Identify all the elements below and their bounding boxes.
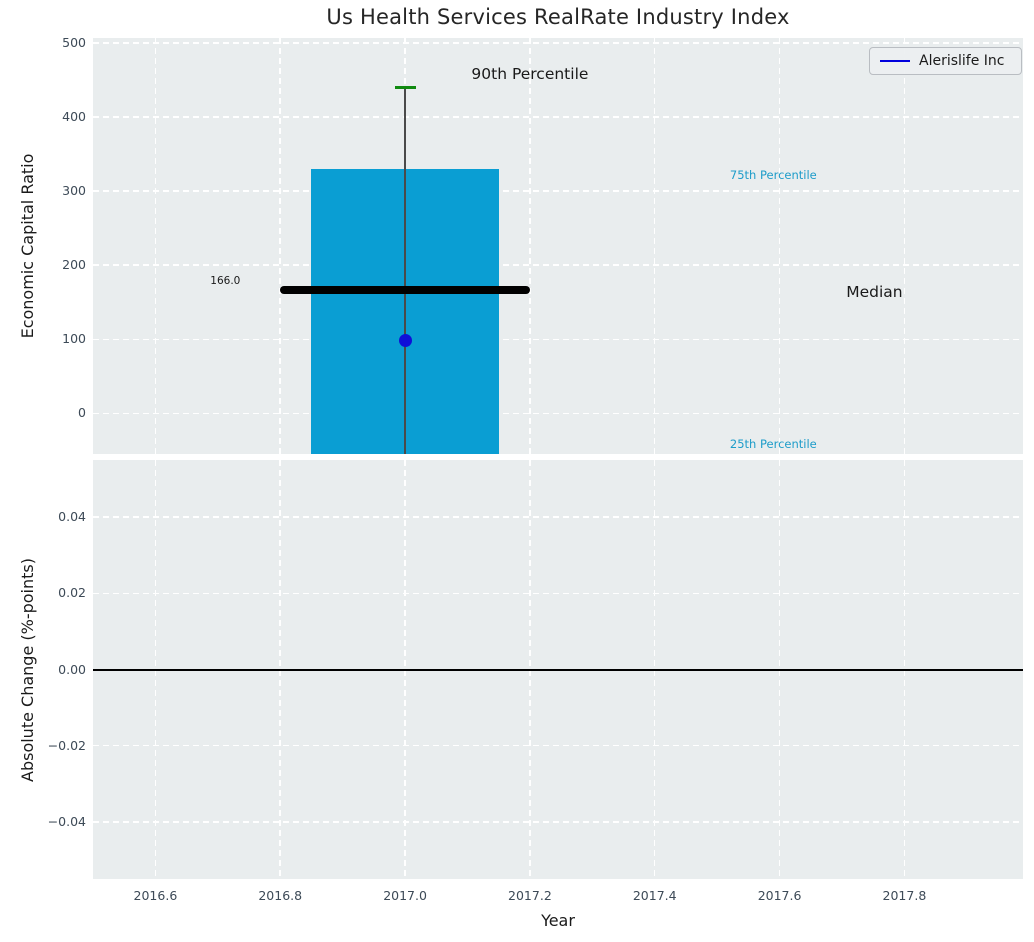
bottom-plot-area [93, 460, 1023, 879]
annotation-median-value-label: 166.0 [210, 274, 241, 287]
y-tick-label: 400 [62, 109, 86, 125]
zero-line [93, 668, 1023, 671]
gridline [93, 412, 1023, 415]
gridline [93, 264, 1023, 266]
x-tick-label: 2017.6 [757, 888, 802, 903]
legend-label: Alerislife Inc [919, 53, 1005, 69]
whisker-line [404, 87, 406, 454]
y-tick-label: 0.02 [58, 585, 86, 601]
y-tick-label: 100 [62, 331, 86, 347]
x-tick-label: 2016.6 [133, 888, 178, 903]
x-tick-label: 2016.8 [258, 888, 303, 903]
x-tick-label: 2017.4 [632, 888, 677, 903]
gridline [529, 38, 531, 454]
annotation-p25-label: 25th Percentile [729, 436, 817, 451]
y-tick-label: 0.04 [58, 509, 86, 525]
company-point [398, 333, 412, 347]
legend: Alerislife Inc [869, 47, 1022, 75]
x-tick-label: 2017.0 [383, 888, 427, 903]
top-y-axis-label: Economic Capital Ratio [18, 153, 37, 339]
gridline [93, 42, 1023, 44]
median-line [280, 286, 530, 295]
y-tick-label: 0.00 [58, 661, 86, 677]
x-tick-label: 2017.2 [508, 888, 552, 903]
gridline [93, 190, 1023, 192]
y-tick-label: −0.02 [47, 737, 86, 753]
x-axis-label: Year [541, 911, 575, 930]
annotation-p90-label: 90th Percentile [471, 65, 589, 84]
gridline [93, 592, 1023, 595]
legend-line-sample [880, 59, 910, 63]
y-tick-label: 500 [62, 35, 86, 51]
gridline [93, 338, 1023, 341]
gridline [93, 821, 1023, 823]
gridline [903, 38, 906, 454]
y-tick-label: 0 [78, 405, 86, 421]
annotation-p75-label: 75th Percentile [729, 168, 817, 183]
gridline [279, 38, 281, 454]
gridline [778, 38, 781, 454]
gridline [93, 744, 1023, 747]
gridline [93, 116, 1023, 118]
gridline [93, 516, 1023, 518]
chart-title: Us Health Services RealRate Industry Ind… [326, 5, 790, 29]
y-tick-label: 300 [62, 183, 86, 199]
annotation-median-label: Median [846, 282, 903, 301]
top-plot-area: 90th Percentile 166.0 75th Percentile Media… [93, 38, 1023, 454]
x-tick-label: 2017.8 [882, 888, 927, 903]
y-tick-label: 200 [62, 257, 86, 273]
gridline [653, 38, 656, 454]
y-tick-label: −0.04 [47, 813, 86, 829]
p90-cap-marker [394, 86, 416, 90]
gridline [154, 38, 157, 454]
